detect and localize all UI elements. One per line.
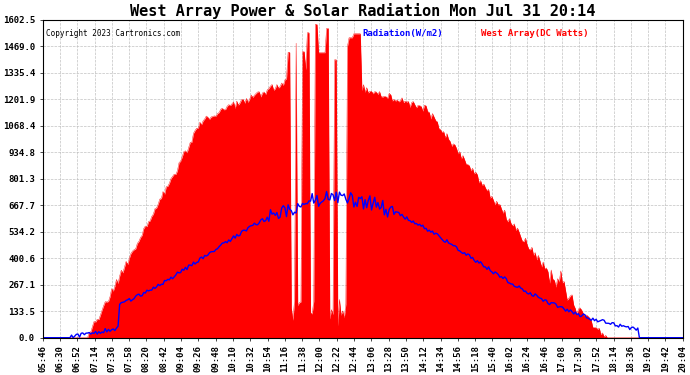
Title: West Array Power & Solar Radiation Mon Jul 31 20:14: West Array Power & Solar Radiation Mon J… <box>130 3 595 19</box>
Text: Radiation(W/m2): Radiation(W/m2) <box>363 30 443 39</box>
Text: West Array(DC Watts): West Array(DC Watts) <box>481 30 589 39</box>
Text: Copyright 2023 Cartronics.com: Copyright 2023 Cartronics.com <box>46 30 180 39</box>
